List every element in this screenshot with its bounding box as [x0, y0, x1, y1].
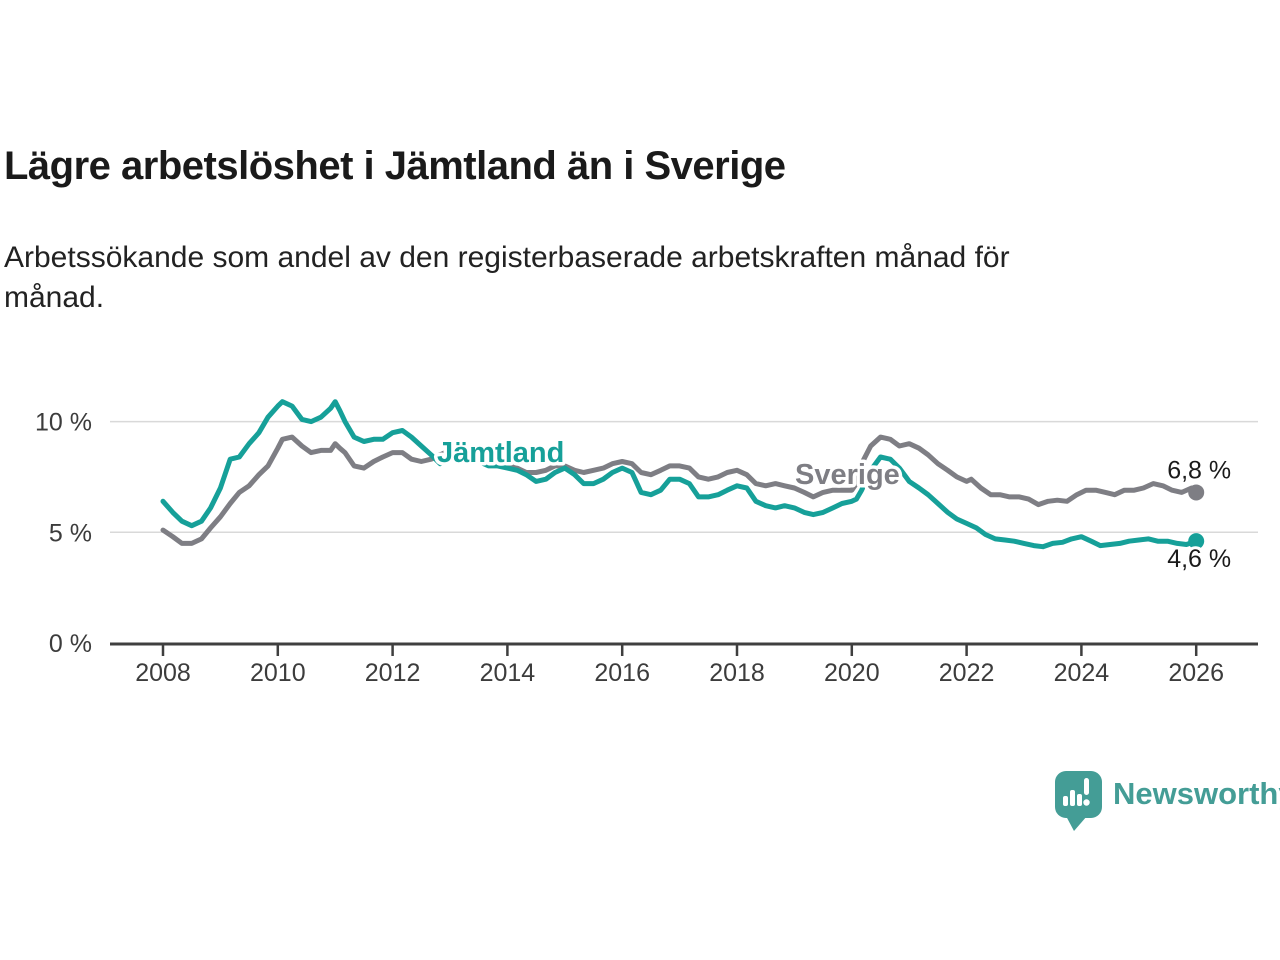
newsworthy-icon	[1055, 771, 1102, 831]
y-axis-label: 0 %	[49, 630, 92, 658]
series-end-dot-sverige	[1188, 484, 1205, 501]
series-end-dot-jamtland	[1188, 533, 1205, 550]
x-axis-tick-label: 2018	[709, 659, 765, 687]
x-axis-tick-label: 2012	[365, 659, 421, 687]
newsworthy-logo: Newsworthy	[1053, 768, 1280, 838]
x-axis-tick-label: 2014	[480, 659, 536, 687]
end-value-label-sverige: 6,8 %	[1167, 456, 1231, 484]
x-axis-tick-label: 2016	[594, 659, 650, 687]
chart-subtitle-line-2: månad.	[4, 281, 105, 314]
chart-subtitle-line-1: Arbetssökande som andel av den registerb…	[4, 241, 1010, 274]
x-axis-tick-label: 2022	[939, 659, 995, 687]
series-line-jamtland	[160, 399, 1199, 550]
series-line-sverige	[160, 434, 1199, 546]
x-axis-tick-label: 2024	[1054, 659, 1110, 687]
y-axis-label: 5 %	[49, 519, 92, 547]
x-axis-tick-label: 2008	[135, 659, 191, 687]
y-axis-label: 10 %	[35, 409, 92, 437]
x-axis-tick-label: 2020	[824, 659, 880, 687]
series-label-jamtland: Jämtland	[437, 437, 564, 469]
series-label-sverige: Sverige	[795, 459, 900, 491]
chart-subtitle: Arbetssökande som andel av den registerb…	[4, 238, 1224, 318]
end-value-label-jamtland: 4,6 %	[1167, 545, 1231, 573]
page-title: Lägre arbetslöshet i Jämtland än i Sveri…	[4, 144, 786, 188]
newsworthy-wordmark: Newsworthy	[1113, 776, 1280, 811]
x-axis-tick-label: 2026	[1168, 659, 1224, 687]
x-axis-tick-label: 2010	[250, 659, 306, 687]
